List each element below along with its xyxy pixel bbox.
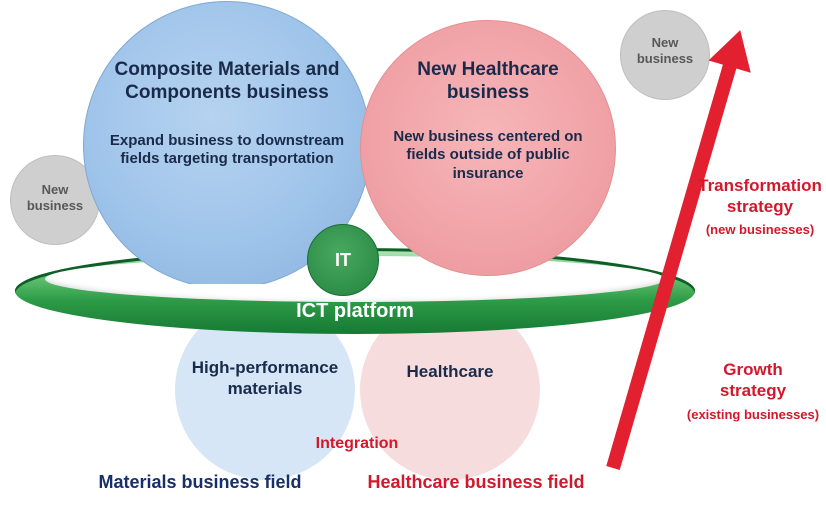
growth-strategy-sub: (existing businesses) bbox=[683, 407, 823, 423]
healthcare-title: Healthcare bbox=[370, 362, 530, 383]
high-perf-materials-title: High-performance materials bbox=[172, 358, 358, 399]
composite-materials-sub: Expand business to downstream fields tar… bbox=[106, 132, 348, 169]
new-healthcare-title: New Healthcare business bbox=[393, 58, 583, 104]
composite-materials-title: Composite Materials and Components busin… bbox=[96, 58, 358, 104]
it-circle: IT bbox=[307, 224, 379, 296]
it-label: IT bbox=[335, 250, 351, 271]
integration-label: Integration bbox=[298, 434, 416, 454]
transformation-strategy-title: Transformation strategy bbox=[698, 176, 822, 217]
healthcare-field-label: Healthcare business field bbox=[350, 472, 602, 494]
new-healthcare-sub: New business centered on fields outside … bbox=[388, 128, 588, 183]
diagram-stage: Newbusiness Newbusiness ICT platform IT … bbox=[0, 0, 826, 505]
transformation-strategy-sub: (new businesses) bbox=[698, 222, 822, 238]
materials-field-label: Materials business field bbox=[78, 472, 322, 494]
new-business-label-left: Newbusiness bbox=[15, 182, 95, 214]
growth-strategy-title: Growth strategy bbox=[693, 360, 813, 401]
ict-platform-label: ICT platform bbox=[15, 300, 695, 323]
new-business-label-right: Newbusiness bbox=[625, 35, 705, 67]
